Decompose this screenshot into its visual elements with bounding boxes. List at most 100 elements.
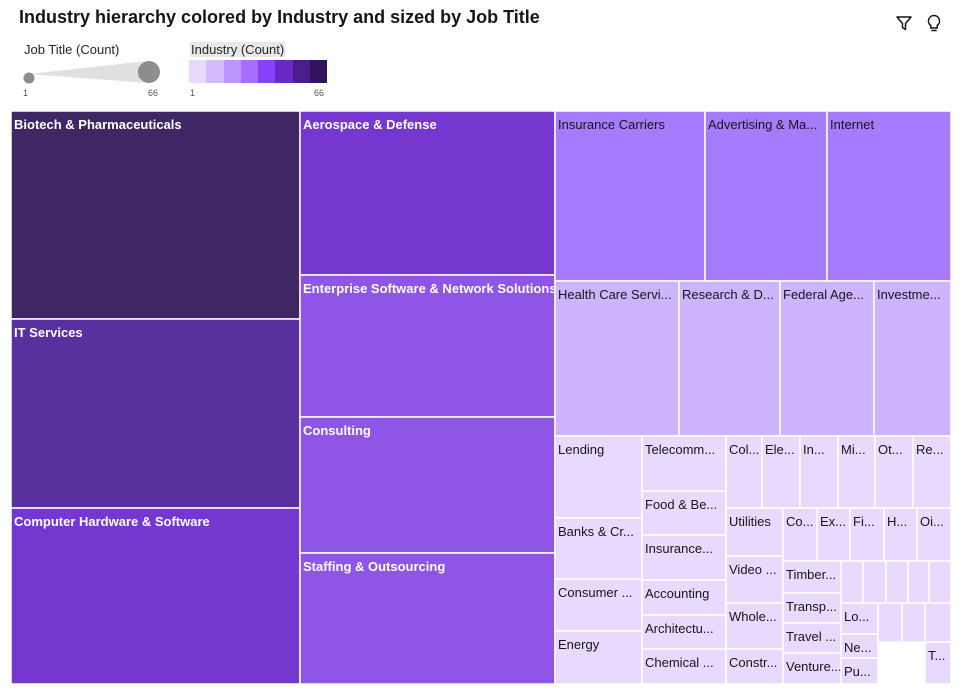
treemap-cell-label: Lo...	[844, 609, 869, 624]
treemap-cell[interactable]	[725, 602, 784, 650]
treemap-cell[interactable]	[554, 630, 643, 684]
treemap-cell-label: H...	[887, 514, 907, 529]
treemap-cell-label: Mi...	[841, 442, 866, 457]
color-legend-swatch	[189, 60, 207, 83]
treemap-cell[interactable]	[678, 280, 781, 437]
treemap-cell[interactable]	[840, 633, 879, 659]
color-legend-max: 66	[314, 88, 325, 98]
treemap-cell[interactable]	[779, 280, 875, 437]
treemap-cell[interactable]	[11, 318, 301, 509]
treemap-cell-label: Health Care Servi...	[558, 287, 671, 302]
treemap-cell-label: Travel ...	[786, 629, 836, 644]
lightbulb-icon[interactable]	[923, 12, 945, 34]
treemap-cell[interactable]	[641, 648, 727, 684]
treemap-cell[interactable]	[704, 111, 828, 282]
treemap-cell-label: Biotech & Pharmaceuticals	[14, 117, 182, 132]
treemap-cell[interactable]	[912, 435, 951, 509]
treemap-cell[interactable]	[11, 111, 301, 320]
treemap-cell[interactable]	[837, 435, 876, 509]
treemap-cell-label: Ne...	[844, 640, 871, 655]
treemap-cell-label: Staffing & Outsourcing	[303, 559, 445, 574]
color-legend-label: Industry (Count)	[190, 42, 286, 57]
treemap-cell-label: Ot...	[878, 442, 903, 457]
treemap-cell[interactable]	[874, 435, 914, 509]
treemap-cell-label: Computer Hardware & Software	[14, 514, 210, 529]
treemap-cell[interactable]	[782, 652, 842, 684]
treemap-cell-label: Whole...	[729, 609, 777, 624]
treemap-cell-label: Video ...	[729, 562, 776, 577]
treemap-cell[interactable]	[885, 560, 909, 604]
color-legend-swatch	[258, 60, 276, 83]
treemap-cell[interactable]	[862, 560, 887, 604]
treemap-cell-label: Fi...	[853, 514, 875, 529]
color-legend-min: 1	[190, 88, 196, 98]
treemap-cell[interactable]	[782, 507, 818, 562]
color-legend-swatch	[309, 60, 327, 83]
color-legend-swatch	[223, 60, 241, 83]
color-legend-swatch	[206, 60, 224, 83]
treemap-cell-label: Col...	[729, 442, 759, 457]
treemap-cell[interactable]	[641, 534, 727, 581]
treemap-cell-label: Ele...	[765, 442, 795, 457]
treemap-cell[interactable]	[924, 602, 951, 643]
color-legend-swatch	[275, 60, 293, 83]
treemap-cell-label: Accounting	[645, 586, 709, 601]
treemap-cell-label: Utilities	[729, 514, 771, 529]
treemap-cell-label: Food & Be...	[645, 497, 717, 512]
treemap-cell-label: Transp...	[786, 599, 837, 614]
treemap-cell[interactable]	[826, 111, 951, 282]
treemap-cell-label: Energy	[558, 637, 600, 652]
treemap-cell-label: Re...	[916, 442, 943, 457]
treemap-cell[interactable]	[299, 111, 556, 276]
treemap-cell-label: Ex...	[820, 514, 846, 529]
treemap-cell-label: Investme...	[877, 287, 941, 302]
treemap-cell[interactable]	[873, 280, 951, 437]
treemap-cell-label: Lending	[558, 442, 604, 457]
treemap-cell-label: Timber...	[786, 567, 836, 582]
treemap-cell-label: Enterprise Software & Network Solutions	[303, 281, 557, 296]
treemap-cell-label: Research & D...	[682, 287, 774, 302]
size-legend-min: 1	[23, 88, 29, 98]
treemap-cell[interactable]	[782, 592, 842, 624]
size-legend-max: 66	[148, 88, 159, 98]
size-legend-label: Job Title (Count)	[24, 42, 120, 57]
treemap-cell[interactable]	[725, 507, 784, 557]
treemap-cell[interactable]	[924, 641, 951, 684]
treemap-cell-label: Venture...	[786, 659, 842, 674]
chart-title: Industry hierarchy colored by Industry a…	[19, 7, 540, 27]
treemap-cell[interactable]	[554, 280, 680, 437]
treemap-cell-label: Consulting	[303, 423, 371, 438]
treemap-cell[interactable]	[299, 274, 556, 418]
treemap-cell-label: T...	[928, 648, 945, 663]
treemap-cell-label: Oi...	[920, 514, 944, 529]
treemap-cell[interactable]	[641, 614, 727, 650]
filter-icon[interactable]	[893, 12, 915, 34]
treemap-cell[interactable]	[883, 507, 918, 562]
treemap-cell[interactable]	[554, 517, 643, 580]
size-legend-graphic	[23, 61, 160, 84]
treemap-cell[interactable]	[901, 602, 926, 643]
color-legend-swatch	[292, 60, 310, 83]
treemap-cell-label: Insurance Carriers	[558, 117, 665, 132]
treemap-cell-label: Pu...	[844, 664, 871, 679]
treemap-cell-label: Banks & Cr...	[558, 524, 634, 539]
treemap-cell-label: Aerospace & Defense	[303, 117, 437, 132]
treemap-cell[interactable]	[907, 560, 930, 604]
treemap-cell[interactable]	[761, 435, 801, 509]
treemap-cell[interactable]	[840, 657, 879, 684]
treemap-cell-label: Insurance...	[645, 541, 713, 556]
treemap-cell[interactable]	[725, 648, 784, 684]
treemap-cell[interactable]	[554, 111, 706, 282]
treemap-cell[interactable]	[725, 555, 784, 604]
treemap-cell-label: Internet	[830, 117, 874, 132]
treemap-cell-label: Chemical ...	[645, 655, 714, 670]
treemap-cell-label: Federal Age...	[783, 287, 864, 302]
treemap-cell[interactable]	[840, 560, 864, 604]
treemap-cell-label: Advertising & Ma...	[708, 117, 817, 132]
treemap-cell-label: Architectu...	[645, 621, 714, 636]
treemap-cell[interactable]	[928, 560, 951, 604]
treemap-cell[interactable]	[877, 602, 903, 643]
treemap-cell-label: In...	[803, 442, 825, 457]
treemap-cell[interactable]	[11, 507, 301, 684]
treemap-cell[interactable]	[299, 552, 556, 684]
